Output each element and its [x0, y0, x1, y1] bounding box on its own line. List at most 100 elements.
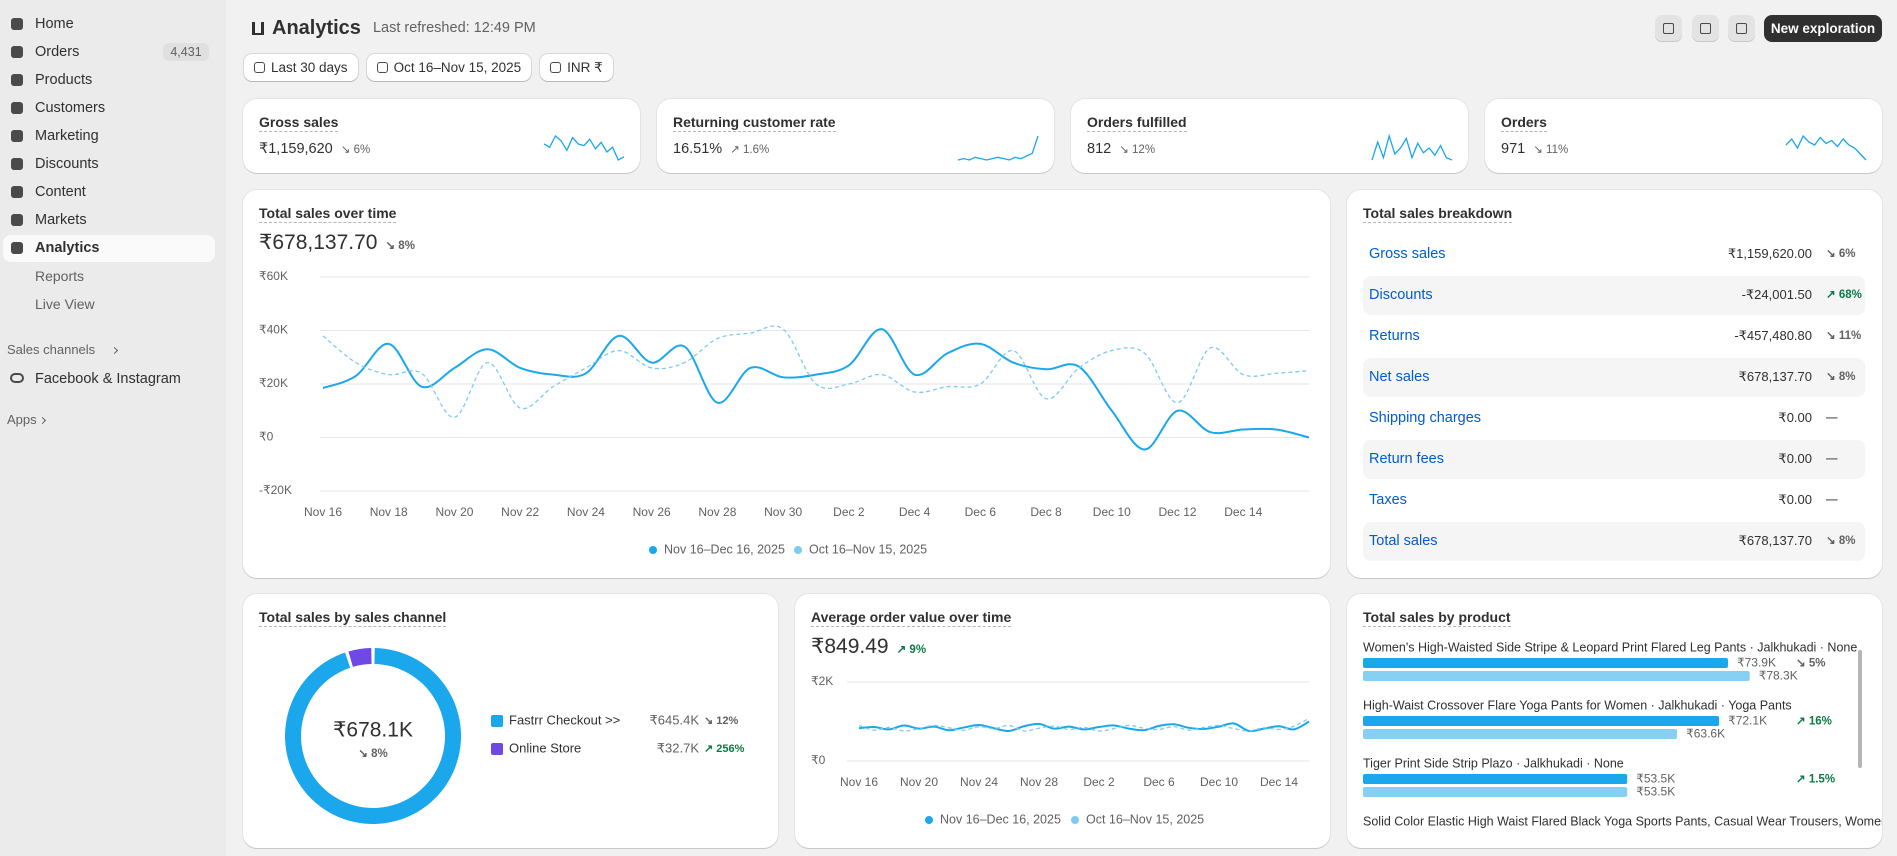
- kpi-value-row: ₹1,159,620 ↘ 6%: [259, 141, 370, 157]
- icon-button[interactable]: [1692, 15, 1719, 42]
- card-title: Total sales breakdown: [1363, 205, 1513, 223]
- product-name: High-Waist Crossover Flare Yoga Pants fo…: [1363, 698, 1792, 712]
- chart-card: Total sales by product Women's High-Waist…: [1347, 594, 1882, 848]
- y-tick-label: ₹2K: [811, 674, 833, 688]
- icon-button[interactable]: [1728, 15, 1755, 42]
- series-line: [858, 720, 1310, 733]
- icon: [1663, 23, 1674, 34]
- row-label[interactable]: Gross sales: [1369, 246, 1446, 262]
- y-tick-label: -₹20K: [259, 483, 292, 497]
- primary-button[interactable]: New exploration: [1764, 15, 1882, 42]
- bar-value-label: ₹72.1K: [1728, 714, 1767, 728]
- y-tick-label: ₹0: [259, 430, 274, 444]
- nav-item[interactable]: Products: [35, 72, 93, 88]
- chevron: [38, 416, 46, 425]
- bar-value-label: ₹53.5K: [1636, 785, 1675, 799]
- legend-label: Nov 16–Dec 16, 2025: [940, 812, 1061, 826]
- kpi-card[interactable]: Orders 971 ↘ 11%: [1485, 99, 1882, 173]
- active-highlight: [3, 235, 215, 262]
- headline-value: ₹678,137.70: [259, 231, 378, 254]
- row-value: ₹678,137.70: [1738, 369, 1812, 384]
- bar: [1363, 729, 1678, 739]
- bar: [1363, 716, 1720, 726]
- sparkline-line: [543, 134, 625, 161]
- y-tick-label: ₹60K: [259, 269, 288, 283]
- bar: [1363, 671, 1750, 681]
- nav-item[interactable]: Content: [35, 184, 86, 200]
- nav-item[interactable]: Home: [35, 16, 74, 32]
- filter-icon: [254, 62, 265, 73]
- row-label[interactable]: Net sales: [1369, 369, 1430, 385]
- headline-change: ↗ 9%: [896, 644, 927, 656]
- page-title: Analytics: [272, 16, 361, 39]
- section-label[interactable]: Sales channels: [7, 342, 96, 357]
- nav-item[interactable]: Facebook & Instagram: [35, 371, 181, 387]
- nav-icon: [11, 74, 23, 86]
- nav-item[interactable]: Orders: [35, 44, 80, 60]
- row-change: —: [1826, 494, 1838, 506]
- product-name: Women's High-Waisted Side Stripe & Leopa…: [1363, 640, 1857, 654]
- row-label[interactable]: Discounts: [1369, 287, 1433, 303]
- nav-icon: [11, 102, 23, 114]
- bar-value-label: ₹73.9K: [1737, 656, 1776, 670]
- x-tick-label: Nov 26: [633, 505, 671, 519]
- chart-card: ₹60K ₹40K ₹20K ₹0 -₹20K Nov 16 Nov 18 Nov 20 Nov…: [243, 190, 1330, 578]
- bar: [1363, 658, 1728, 668]
- nav-item[interactable]: Markets: [35, 212, 87, 228]
- row-label[interactable]: Returns: [1369, 328, 1420, 344]
- kpi-change: ↘ 6%: [340, 144, 371, 156]
- filter-button[interactable]: Oct 16–Nov 15, 2025: [366, 54, 532, 81]
- icon: [1736, 23, 1747, 34]
- x-tick-label: Dec 14: [1260, 775, 1298, 789]
- nav-icon: [11, 130, 23, 142]
- icon: [1700, 23, 1711, 34]
- filter-button[interactable]: Last 30 days: [244, 54, 358, 81]
- kpi-card[interactable]: Gross sales ₹1,159,620 ↘ 6%: [243, 99, 640, 173]
- kpi-change: ↘ 11%: [1533, 144, 1569, 156]
- row-value: -₹457,480.80: [1734, 328, 1812, 343]
- product-name: Tiger Print Side Strip Plazo · Jalkhukad…: [1363, 756, 1624, 770]
- nav-item[interactable]: Marketing: [35, 128, 99, 144]
- product-name: Solid Color Elastic High Waist Flared Bl…: [1363, 814, 1882, 828]
- kpi-card[interactable]: Returning customer rate 16.51% ↗ 1.6%: [657, 99, 1054, 173]
- nav-item[interactable]: Analytics: [35, 240, 100, 256]
- value-row: ₹849.49 ↗ 9%: [811, 634, 926, 659]
- row-label[interactable]: Total sales: [1369, 533, 1438, 549]
- row-label[interactable]: Shipping charges: [1369, 410, 1482, 426]
- x-tick-label: Nov 22: [501, 505, 539, 519]
- title-icon: [252, 21, 264, 35]
- legend-label: Fastrr Checkout >>: [509, 712, 620, 727]
- icon-button[interactable]: [1655, 15, 1682, 42]
- nav-subitem[interactable]: Reports: [35, 268, 85, 284]
- chart: ₹2K ₹0 Nov 16 Nov 20 Nov 24 Nov 28 Dec 2 Dec 6 D…: [811, 674, 1310, 826]
- row-change: ↘ 8%: [1826, 371, 1856, 383]
- row-label[interactable]: Return fees: [1369, 451, 1444, 467]
- card-title: Total sales by product: [1363, 609, 1511, 627]
- nav-subitem[interactable]: Live View: [35, 296, 95, 312]
- nav-icon: [11, 214, 23, 226]
- nav-item[interactable]: Customers: [35, 100, 106, 116]
- kpi-card[interactable]: Orders fulfilled 812 ↘ 12%: [1071, 99, 1468, 173]
- bar-change: ↘ 5%: [1796, 658, 1825, 670]
- filter-button[interactable]: INR ₹: [540, 54, 613, 81]
- section-label[interactable]: Apps: [7, 412, 37, 427]
- legend-marker: [794, 546, 802, 554]
- x-tick-label: Dec 12: [1159, 505, 1197, 519]
- x-tick-label: Dec 14: [1224, 505, 1262, 519]
- row-change: —: [1826, 412, 1838, 424]
- row-label[interactable]: Taxes: [1369, 492, 1407, 508]
- x-tick-label: Nov 24: [567, 505, 605, 519]
- value-row: ₹678,137.70 ↘ 8%: [259, 230, 415, 255]
- row-change: ↘ 6%: [1826, 248, 1856, 260]
- legend-marker: [649, 546, 657, 554]
- x-tick-label: Nov 20: [435, 505, 473, 519]
- x-tick-label: Nov 28: [1020, 775, 1058, 789]
- kpi-title: Returning customer rate: [673, 114, 836, 132]
- row-change: ↘ 8%: [1826, 535, 1856, 547]
- breakdown-card: Total sales breakdown Gross sales ₹1,159,6…: [1347, 190, 1882, 578]
- nav-item[interactable]: Discounts: [35, 156, 99, 172]
- x-tick-label: Dec 2: [833, 505, 865, 519]
- card-title: Total sales by sales channel: [259, 609, 447, 627]
- sparkline: [1371, 133, 1453, 161]
- row-change: ↘ 11%: [1826, 330, 1862, 342]
